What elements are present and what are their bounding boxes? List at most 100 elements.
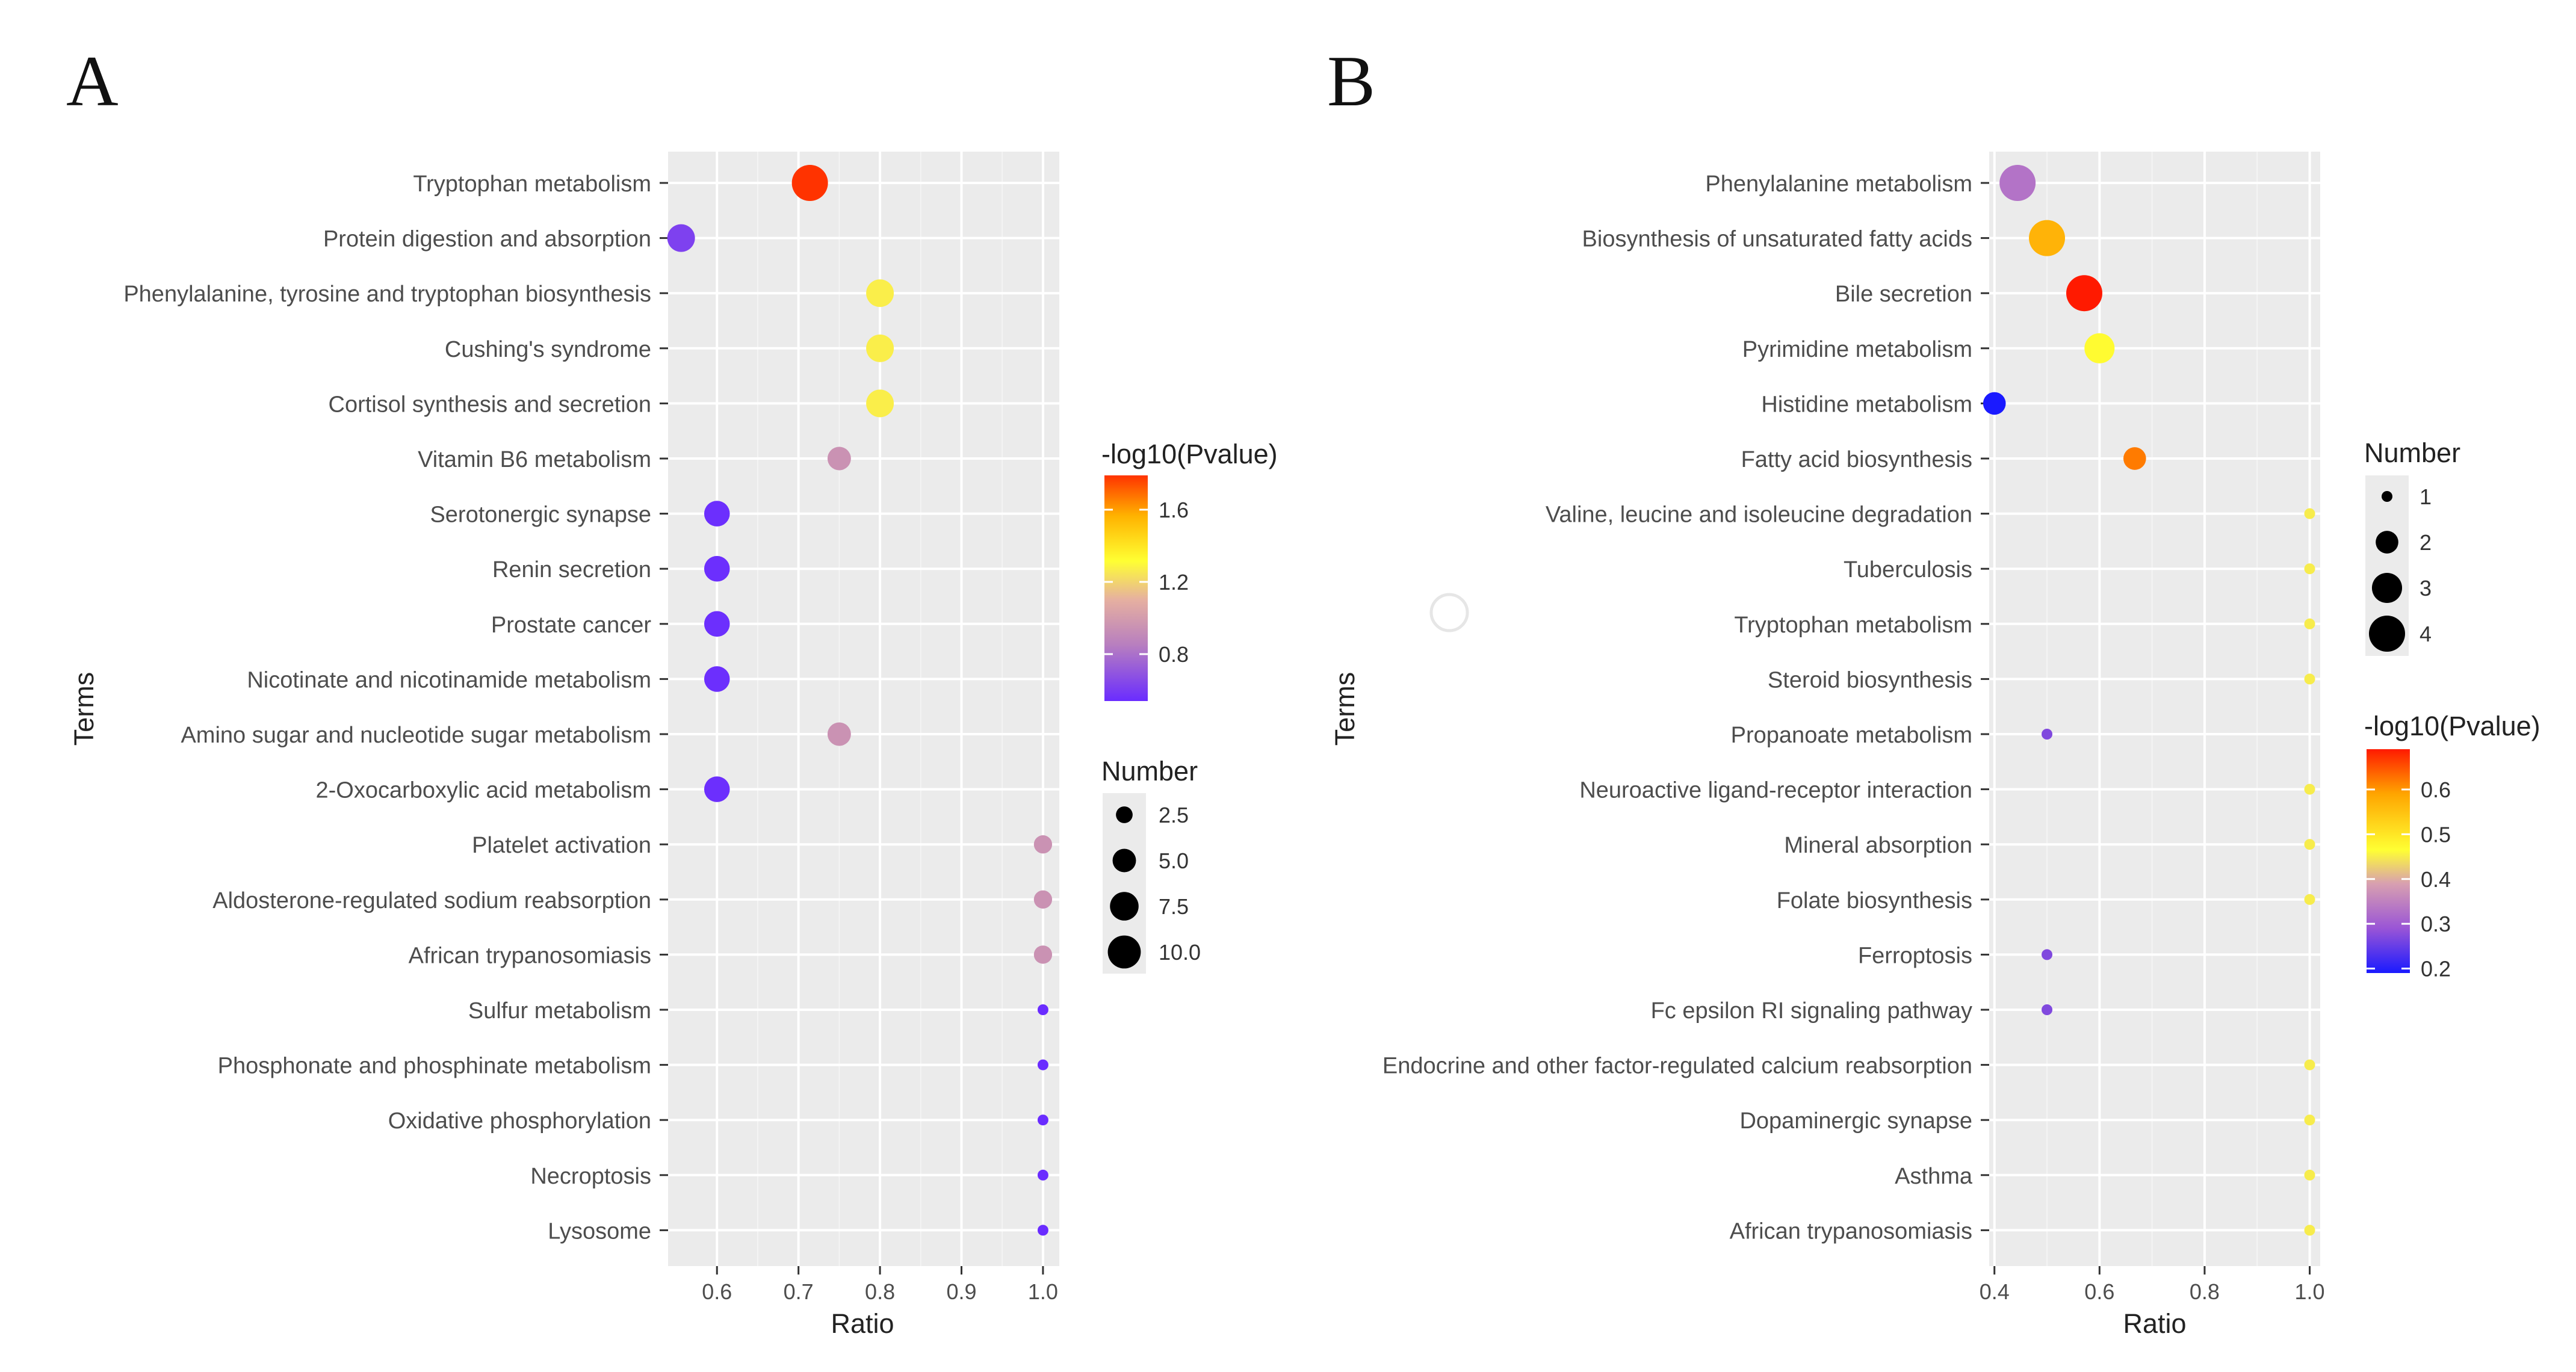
size-key-circle — [1107, 935, 1141, 969]
legend-b-color: -log10(Pvalue) 0.2 0.3 0.4 0.5 0.6 — [2364, 711, 2540, 981]
legend-a-color-ticks: 0.8 1.2 1.6 — [1104, 498, 1189, 667]
data-point — [1037, 1169, 1048, 1181]
data-point — [866, 389, 894, 418]
y-tick-label: Steroid biosynthesis — [1768, 667, 1972, 693]
data-point — [2042, 729, 2053, 740]
colorbar-tick-label: 0.5 — [2421, 822, 2451, 847]
panel-b: B Phenylalanine metabolism Biosynthesis o… — [1327, 41, 2540, 1339]
plot-a-points — [667, 165, 1053, 1236]
size-key-label: 1 — [2420, 484, 2432, 509]
data-point — [1033, 945, 1053, 964]
plot-a-x-ticks: 0.6 0.7 0.8 0.9 1.0 — [702, 1266, 1058, 1304]
data-point — [2304, 1225, 2315, 1236]
y-tick-label: Valine, leucine and isoleucine degradati… — [1546, 502, 1972, 528]
legend-b-color-title: -log10(Pvalue) — [2364, 711, 2540, 741]
y-tick-label: Necroptosis — [530, 1164, 651, 1189]
y-tick-label: Histidine metabolism — [1761, 392, 1972, 417]
y-tick-label: Renin secretion — [492, 557, 651, 582]
legend-a-size: Number 2.5 5.0 7.5 10.0 — [1101, 756, 1201, 974]
y-tick-label: Sulfur metabolism — [468, 998, 651, 1024]
data-point — [2029, 220, 2066, 256]
y-tick-label: Fc epsilon RI signaling pathway — [1651, 998, 1972, 1024]
y-tick-label: Endocrine and other factor-regulated cal… — [1382, 1054, 1972, 1079]
y-tick-label: Oxidative phosphorylation — [388, 1108, 651, 1134]
data-point — [704, 776, 730, 802]
y-tick-label: Vitamin B6 metabolism — [418, 447, 651, 472]
plot-a-y-axis-label: Terms — [69, 672, 99, 746]
data-point — [2304, 1114, 2315, 1126]
size-key-label: 2.5 — [1159, 803, 1189, 827]
stray-circle-artifact — [1429, 593, 1469, 632]
y-tick-label: Serotonergic synapse — [430, 502, 651, 528]
data-point — [704, 611, 730, 637]
data-point — [2304, 839, 2315, 850]
plot-a-background — [668, 152, 1059, 1266]
plot-b-points — [1983, 165, 2315, 1236]
plot-a-x-axis-label: Ratio — [831, 1308, 894, 1339]
legend-a-size-entries: 2.5 5.0 7.5 10.0 — [1107, 803, 1201, 969]
panel-a-label: A — [66, 41, 119, 121]
legend-b-size-entries: 1 2 3 4 — [2369, 484, 2432, 652]
data-point — [704, 501, 730, 527]
data-point — [1983, 392, 2006, 415]
data-point — [2304, 1059, 2315, 1071]
size-key-circle — [1110, 892, 1139, 921]
data-point — [1037, 1059, 1048, 1071]
data-point — [2304, 563, 2315, 575]
data-point — [704, 666, 730, 692]
y-tick-label: Biosynthesis of unsaturated fatty acids — [1582, 227, 1972, 252]
y-tick-label: Amino sugar and nucleotide sugar metabol… — [181, 723, 651, 748]
size-key-circle — [2382, 491, 2392, 502]
panel-b-label: B — [1327, 41, 1375, 121]
y-tick-label: Nicotinate and nicotinamide metabolism — [247, 667, 651, 693]
data-point — [704, 555, 730, 582]
y-tick-label: Folate biosynthesis — [1777, 888, 1972, 913]
x-tick-label: 0.6 — [702, 1279, 732, 1304]
y-tick-label: Phenylalanine metabolism — [1705, 172, 1972, 197]
legend-b-size-title: Number — [2364, 437, 2460, 468]
x-tick-label: 0.4 — [1980, 1279, 2010, 1304]
data-point — [2042, 1004, 2053, 1015]
data-point — [1037, 1004, 1048, 1015]
size-key-label: 7.5 — [1159, 894, 1189, 919]
colorbar-tick-label: 0.6 — [2421, 777, 2451, 802]
legend-a-color: -log10(Pvalue) 0.8 1.2 1.6 — [1101, 439, 1278, 701]
x-tick-label: 0.7 — [784, 1279, 814, 1304]
y-tick-label: African trypanosomiasis — [1730, 1219, 1972, 1244]
y-tick-label: Platelet activation — [472, 833, 651, 858]
data-point — [791, 165, 828, 201]
data-point — [827, 722, 851, 746]
data-point — [2042, 949, 2053, 960]
data-point — [1037, 1114, 1048, 1126]
y-tick-label: Propanoate metabolism — [1731, 723, 1972, 748]
plot-a-grid — [668, 152, 1059, 1266]
data-point — [827, 447, 851, 471]
plot-b-grid — [1989, 152, 2320, 1266]
colorbar-tick-label: 0.3 — [2421, 912, 2451, 936]
size-key-circle — [2376, 531, 2398, 554]
data-point — [2066, 275, 2103, 312]
size-key-label: 3 — [2420, 576, 2432, 601]
data-point — [1999, 165, 2036, 201]
data-point — [1033, 890, 1053, 909]
size-key-label: 10.0 — [1159, 940, 1201, 965]
legend-b-color-ticks: 0.2 0.3 0.4 0.5 0.6 — [2367, 777, 2451, 981]
size-key-circle — [2369, 616, 2405, 652]
data-point — [866, 279, 894, 307]
x-tick-label: 0.8 — [865, 1279, 895, 1304]
y-tick-label: Ferroptosis — [1858, 943, 1972, 968]
size-key-circle — [1112, 848, 1136, 873]
y-tick-label: Dopaminergic synapse — [1739, 1108, 1972, 1134]
y-tick-label: Lysosome — [548, 1219, 651, 1244]
y-tick-label: Cushing's syndrome — [445, 337, 651, 362]
y-tick-label: Bile secretion — [1835, 282, 1972, 307]
y-tick-label: Phosphonate and phosphinate metabolism — [218, 1054, 651, 1079]
plot-b-background — [1989, 152, 2320, 1266]
legend-b-colorbar — [2367, 749, 2410, 973]
data-point — [1033, 835, 1053, 854]
colorbar-tick-label: 1.2 — [1159, 570, 1189, 595]
y-tick-label: Pyrimidine metabolism — [1742, 337, 1972, 362]
colorbar-tick-label: 1.6 — [1159, 498, 1189, 522]
plot-b-x-ticks: 0.4 0.6 0.8 1.0 — [1980, 1266, 2325, 1304]
